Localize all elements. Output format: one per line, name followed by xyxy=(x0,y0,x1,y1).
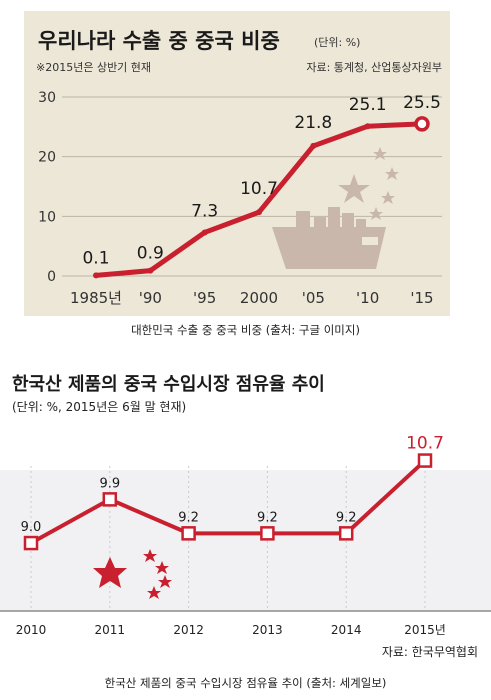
chart2-series-line xyxy=(30,459,427,545)
chart2-caption: 한국산 제품의 중국 수입시장 점유율 추이 (출처: 세계일보) xyxy=(104,676,387,690)
chart1-title: 우리나라 수출 중 중국 비중 xyxy=(38,29,280,53)
chart2-source: 자료: 한국무역협회 xyxy=(382,645,478,659)
chart1-x-tick-label: '05 xyxy=(302,289,325,307)
china-flag-stars-icon xyxy=(338,147,399,220)
chart1-x-tick-label: '90 xyxy=(139,289,162,307)
chart1-data-point xyxy=(147,267,154,274)
chart1-y-tick-label: 20 xyxy=(38,150,56,166)
chart1-x-tick-label: 2000 xyxy=(240,289,278,307)
chart2-data-label: 9.2 xyxy=(336,510,357,525)
chart1-y-tick-label: 10 xyxy=(38,209,56,225)
chart2-data-point xyxy=(102,492,118,507)
chart1-x-tick-label: '10 xyxy=(356,289,379,307)
cargo-ship-icon xyxy=(272,207,386,269)
chart1-end-point xyxy=(414,116,430,132)
chart-panel-export-share: 우리나라 수출 중 중국 비중 (단위: %) ※2015년은 상반기 현재 자… xyxy=(24,11,450,316)
chart2-data-label: 9.2 xyxy=(257,510,278,525)
chart2-data-point xyxy=(417,453,433,468)
chart2-data-label: 10.7 xyxy=(406,434,444,454)
chart1-data-point xyxy=(201,229,208,236)
chart2-x-tick-label: 2014 xyxy=(331,623,362,637)
chart2-title: 한국산 제품의 중국 수입시장 점유율 추이 xyxy=(12,373,325,395)
chart2-data-label: 9.0 xyxy=(21,520,42,535)
chart2-x-tick-label: 2012 xyxy=(173,623,204,637)
chart1-data-label: 25.5 xyxy=(403,93,441,113)
chart2-data-label: 9.9 xyxy=(99,476,120,491)
chart1-data-label: 0.9 xyxy=(137,244,164,264)
chart2-plot-background xyxy=(0,470,491,611)
chart2-x-tick-label: 2015년 xyxy=(404,623,446,637)
chart1-unit: (단위: %) xyxy=(314,36,360,49)
chart1-data-label: 7.3 xyxy=(191,201,218,221)
chart1-y-tick-label: 0 xyxy=(47,269,56,285)
chart1-data-label: 25.1 xyxy=(349,95,387,115)
china-flag-stars-icon xyxy=(93,549,172,599)
chart1-data-point xyxy=(364,123,371,130)
chart1-source: 자료: 통계청, 산업통상자원부 xyxy=(306,61,442,74)
chart2-x-tick-label: 2013 xyxy=(252,623,283,637)
chart2-x-tick-label: 2010 xyxy=(16,623,47,637)
chart1-note: ※2015년은 상반기 현재 xyxy=(36,61,151,74)
chart1-y-tick-label: 30 xyxy=(38,90,56,106)
chart2-unit: (단위: %, 2015년은 6월 말 현재) xyxy=(12,400,186,414)
chart2-data-point xyxy=(260,526,275,541)
chart2-data-point xyxy=(23,535,39,551)
chart1-data-label: 0.1 xyxy=(82,248,109,268)
chart1-x-tick-label: 1985년 xyxy=(70,289,122,307)
chart1-caption: 대한민국 수출 중 중국 비중 (출처: 구글 이미지) xyxy=(131,323,360,337)
chart1-x-tick-label: '15 xyxy=(410,289,433,307)
chart2-data-point xyxy=(181,526,196,541)
chart1-data-label: 10.7 xyxy=(240,179,278,199)
chart1-x-tick-label: '95 xyxy=(193,289,216,307)
chart2-x-tick-label: 2011 xyxy=(95,623,126,637)
chart1-data-point xyxy=(256,209,262,216)
chart1-data-point xyxy=(310,142,317,149)
chart1-data-point xyxy=(93,272,99,279)
export-share-chart: 우리나라 수출 중 중국 비중 (단위: %) ※2015년은 상반기 현재 자… xyxy=(36,29,442,307)
chart2-data-point xyxy=(338,526,354,541)
import-share-chart: 한국산 제품의 중국 수입시장 점유율 추이 (단위: %, 2015년은 6월… xyxy=(0,373,491,659)
chart2-data-label: 9.2 xyxy=(178,510,199,525)
chart1-data-label: 21.8 xyxy=(294,113,332,133)
